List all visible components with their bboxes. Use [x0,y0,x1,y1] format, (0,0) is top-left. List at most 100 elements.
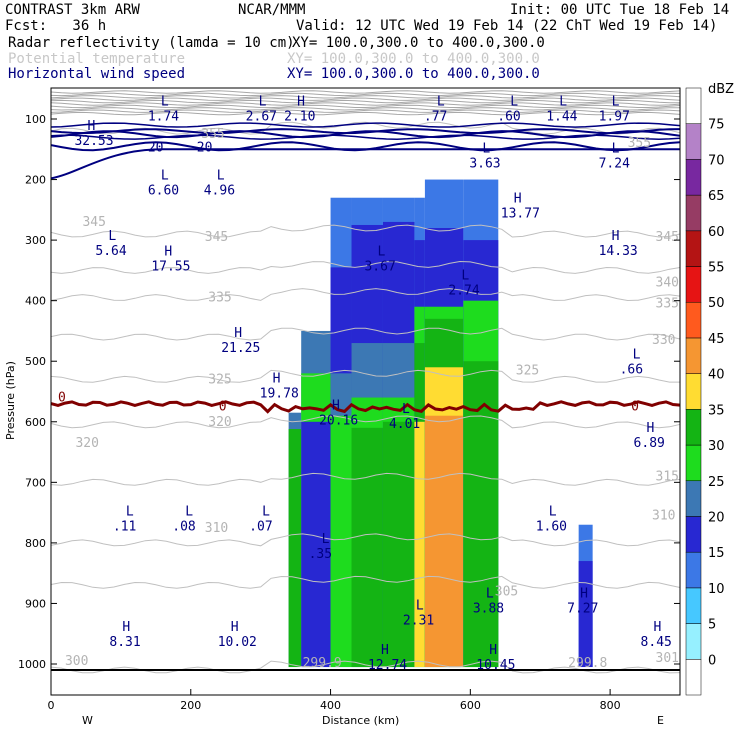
theta-contour-335 [51,288,680,302]
extremum-value: 14.33 [599,244,638,259]
reflectivity-field [288,179,593,668]
wind-contour-label: 20 [197,140,213,155]
y-tick-label: 100 [25,113,46,126]
theta-label: 330 [652,333,675,348]
melting-level: 0 0 0 [51,391,680,415]
theta-label: 320 [208,415,231,430]
colorbar-swatch [685,87,702,124]
theta-contours [51,90,680,674]
theta-label: 315 [656,469,679,484]
colorbar-tick-label: 0 [708,653,716,668]
extremum-value: 4.96 [204,184,235,199]
colorbar-tick-label: 70 [708,153,725,168]
theta-label: 325 [516,363,539,378]
extremum-marker: L [217,169,225,184]
y-tick-label: 300 [25,234,46,247]
extremum-value: 2.31 [403,614,434,629]
colorbar-tick-label: 55 [708,261,725,276]
wind-contour-1 [51,130,680,139]
x-tick-label: 200 [180,699,201,712]
extremum-marker: L [437,95,445,110]
melting-level-line [51,400,680,414]
colorbar-swatch [685,194,702,232]
extremum-value: 1.44 [546,110,577,125]
extremum-marker: H [87,119,95,134]
extremum-value: 7.24 [599,156,630,171]
x-axis: 0 200 400 600 800 [48,689,621,712]
field-xy-theta: XY= 100.0,300.0 to 400.0,300.0 [287,51,540,67]
theta-contour-upper-7 [51,107,680,111]
extremum-marker: H [612,229,620,244]
extremum-value: 2.67 [246,110,277,125]
theta-contour-upper-1 [51,92,680,97]
extremum-value: 32.53 [74,134,113,149]
extremum-value: .66 [620,362,643,377]
theta-label: 299.8 [568,656,607,671]
reflectivity-cell-2-3 [330,415,352,668]
y-axis-label: Pressure (hPa) [4,361,17,440]
extremum-value: 7.27 [567,601,598,616]
extremum-marker: H [164,244,172,259]
colorbar-swatch [685,373,702,410]
colorbar-tick-label: 40 [708,368,725,383]
extremum-value: 8.31 [109,635,140,650]
theta-label: 340 [656,276,679,291]
wind-contour-0 [51,128,680,135]
wind-contours: 20 20 [51,122,680,180]
extremum-marker: L [612,141,620,156]
extremum-marker: L [185,505,193,520]
extremum-marker: H [580,586,588,601]
y-tick-label: 500 [25,355,46,368]
theta-label: 355 [201,127,224,142]
extremum-marker: L [402,402,410,417]
melting-level-label: 0 [58,391,66,406]
extremum-marker: L [461,269,469,284]
x-axis-east-label: E [657,714,664,727]
y-tick-label: 400 [25,295,46,308]
theta-contour-340 [51,260,680,274]
colorbar-swatch [685,623,702,660]
theta-label: 345 [82,215,105,230]
colorbar-swatch [685,551,702,589]
extremum-value: 4.01 [389,417,420,432]
extremum-marker: L [161,95,169,110]
extremum-marker: L [161,169,169,184]
colorbar-tick-label: 35 [708,403,725,418]
extremum-marker: L [322,532,330,547]
colorbar-tick-label: 20 [708,510,725,525]
colorbar-swatch [685,409,702,446]
extremum-marker: H [231,620,239,635]
plot-frame [50,87,681,696]
extremum-marker: H [514,192,522,207]
reflectivity-cell-6-5 [424,415,464,668]
y-tick-label: 200 [25,174,46,187]
colorbar-swatch [685,659,702,696]
theta-contour-upper-9 [51,111,680,116]
extremum-value: .77 [424,110,447,125]
theta-contour-300 [51,660,680,674]
y-tick-label: 900 [25,597,46,610]
colorbar-swatch [685,480,702,517]
theta-contour-upper-4 [51,99,680,104]
theta-contour-upper-6 [51,104,680,109]
field-xy-reflectivity: XY= 100.0,300.0 to 400.0,300.0 [292,35,545,51]
extremum-value: .07 [249,520,272,535]
theta-contour-320 [51,415,680,429]
reflectivity-cell-8-1 [578,561,593,668]
extremum-value: 8.45 [641,635,672,650]
extremum-marker: L [262,505,270,520]
valid-time: Valid: 12 UTC Wed 19 Feb 14 (22 ChT Wed … [296,18,717,34]
extremum-value: .08 [172,520,195,535]
reflectivity-cell-1-2 [301,421,331,668]
extremum-value: 1.60 [536,520,567,535]
colorbar-swatch [685,516,702,553]
colorbar-swatch [685,301,702,339]
colorbar-swatch [685,444,702,482]
colorbar-tick-label: 45 [708,332,725,347]
colorbar-swatch [685,266,702,303]
colorbar-tick-label: 5 [708,618,716,633]
extremum-marker: L [559,95,567,110]
x-tick-label: 0 [48,699,55,712]
extremum-value: 10.02 [218,635,257,650]
